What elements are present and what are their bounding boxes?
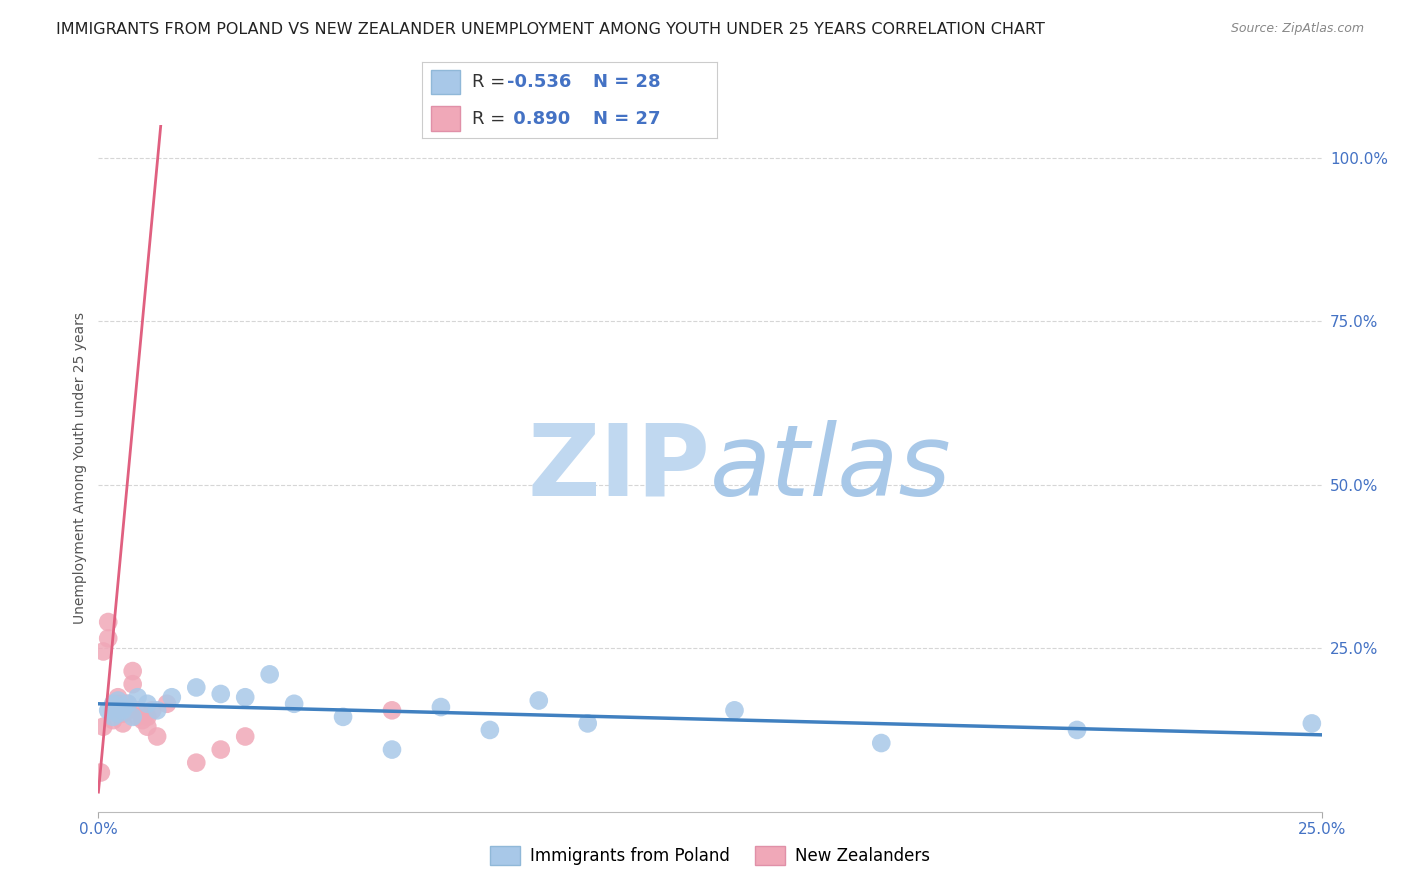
Point (101, 713, 124, 727)
Point (381, 703, 404, 717)
Point (121, 677, 143, 691)
Point (107, 706, 129, 721)
Point (186, 681, 208, 695)
Point (91, 644, 114, 658)
Point (127, 710, 149, 724)
Point (146, 703, 169, 717)
Text: 0.890: 0.890 (508, 110, 571, 128)
Point (101, 710, 124, 724)
FancyBboxPatch shape (430, 106, 460, 130)
Point (111, 706, 134, 721)
FancyBboxPatch shape (430, 70, 460, 95)
Point (117, 703, 139, 717)
Point (127, 703, 149, 717)
Point (156, 697, 179, 711)
Point (136, 697, 159, 711)
Point (101, 703, 124, 717)
Point (576, 716, 599, 731)
Point (131, 713, 153, 727)
Point (90, 765, 112, 780)
Point (259, 667, 281, 681)
Point (101, 697, 124, 711)
Text: atlas: atlas (710, 420, 952, 516)
Text: N = 27: N = 27 (593, 110, 661, 128)
Point (233, 730, 256, 744)
Text: R =: R = (472, 73, 510, 91)
Point (97, 615, 120, 629)
Point (121, 710, 143, 724)
Point (186, 756, 208, 770)
Point (117, 697, 139, 711)
Point (160, 690, 183, 705)
Point (111, 716, 134, 731)
Point (209, 687, 232, 701)
Point (478, 723, 501, 737)
Point (723, 703, 745, 717)
Text: IMMIGRANTS FROM POLAND VS NEW ZEALANDER UNEMPLOYMENT AMONG YOUTH UNDER 25 YEARS : IMMIGRANTS FROM POLAND VS NEW ZEALANDER … (56, 22, 1045, 37)
Point (209, 742, 232, 756)
Point (127, 690, 149, 705)
Text: Source: ZipAtlas.com: Source: ZipAtlas.com (1230, 22, 1364, 36)
Point (233, 690, 256, 705)
Y-axis label: Unemployment Among Youth under 25 years: Unemployment Among Youth under 25 years (73, 312, 87, 624)
Point (97, 703, 120, 717)
Text: N = 28: N = 28 (593, 73, 661, 91)
Point (121, 664, 143, 678)
Legend: Immigrants from Poland, New Zealanders: Immigrants from Poland, New Zealanders (484, 839, 936, 872)
Point (107, 693, 129, 707)
Point (97, 632, 120, 646)
Point (107, 690, 129, 705)
Point (1301, 716, 1323, 731)
Point (111, 703, 134, 717)
Point (381, 742, 404, 756)
Point (136, 710, 159, 724)
Point (141, 703, 163, 717)
Text: ZIP: ZIP (527, 420, 710, 516)
Point (283, 697, 305, 711)
Point (146, 730, 169, 744)
Point (1066, 723, 1088, 737)
Point (136, 720, 159, 734)
Point (111, 700, 134, 714)
Text: -0.536: -0.536 (508, 73, 572, 91)
Text: R =: R = (472, 110, 510, 128)
Point (527, 693, 550, 707)
Point (870, 736, 893, 750)
Point (91, 720, 114, 734)
Point (117, 697, 139, 711)
Point (430, 700, 453, 714)
Point (107, 697, 129, 711)
Point (332, 710, 354, 724)
